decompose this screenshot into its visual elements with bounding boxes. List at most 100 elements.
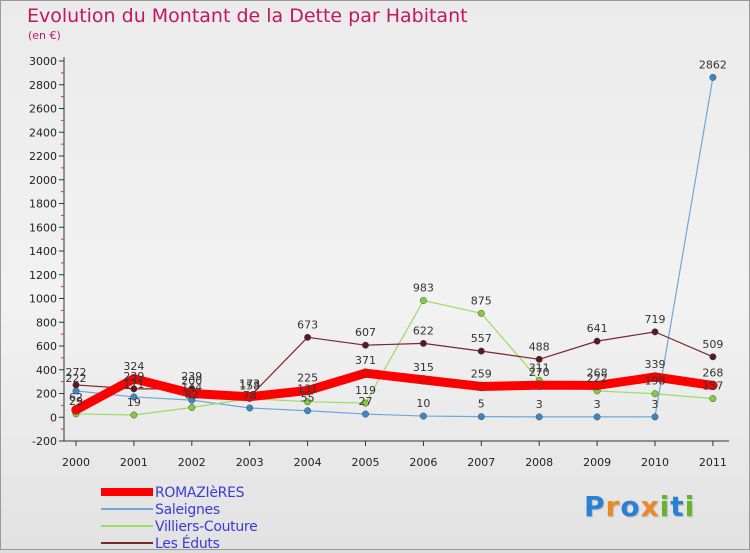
data-point bbox=[304, 398, 312, 406]
logo-letter: i bbox=[684, 490, 696, 523]
data-point bbox=[72, 381, 80, 389]
data-label: 222 bbox=[66, 372, 87, 385]
legend-label: Les Éduts bbox=[155, 536, 220, 552]
y-tick-label: 2400 bbox=[29, 126, 57, 139]
y-tick-label: 1800 bbox=[29, 198, 57, 211]
legend-swatch bbox=[101, 525, 153, 527]
data-label: 82 bbox=[185, 389, 199, 402]
data-point bbox=[362, 341, 369, 349]
y-tick-label: 1200 bbox=[29, 269, 57, 282]
data-label: 557 bbox=[471, 332, 492, 345]
data-label: 10 bbox=[416, 397, 430, 410]
x-tick-label: 2010 bbox=[641, 456, 669, 469]
y-tick-label: 400 bbox=[36, 364, 57, 377]
y-tick-label: 0 bbox=[50, 411, 57, 424]
legend-label: Saleignes bbox=[155, 502, 220, 518]
data-label: 259 bbox=[471, 367, 492, 380]
proxiti-logo: Proxiti bbox=[584, 490, 695, 523]
data-point bbox=[477, 309, 485, 317]
data-label: 198 bbox=[645, 375, 666, 388]
series-line bbox=[73, 368, 714, 414]
logo-letter: o bbox=[620, 490, 641, 523]
data-label: 641 bbox=[587, 322, 608, 335]
data-point bbox=[129, 374, 139, 384]
data-label: 315 bbox=[413, 361, 434, 374]
data-label: 29 bbox=[69, 395, 83, 408]
data-label: 62 bbox=[69, 391, 83, 404]
x-tick-label: 2001 bbox=[120, 456, 148, 469]
logo-letter: x bbox=[640, 490, 660, 523]
data-point bbox=[130, 411, 138, 419]
data-point bbox=[244, 391, 255, 402]
logo-letter: r bbox=[605, 490, 621, 523]
data-label: 55 bbox=[301, 392, 315, 405]
chart-subtitle: (en €) bbox=[28, 29, 61, 42]
data-label: 157 bbox=[702, 380, 723, 393]
data-point bbox=[651, 413, 659, 421]
x-tick-label: 2000 bbox=[62, 456, 90, 469]
data-label: 270 bbox=[529, 366, 550, 379]
x-tick-label: 2005 bbox=[352, 456, 380, 469]
data-label: 2862 bbox=[699, 58, 727, 71]
data-label: 158 bbox=[239, 379, 260, 392]
y-tick-label: 1600 bbox=[29, 221, 57, 234]
x-tick-label: 2008 bbox=[525, 456, 553, 469]
y-tick-label: 2800 bbox=[29, 79, 57, 92]
data-point bbox=[419, 412, 427, 420]
data-point bbox=[535, 413, 543, 421]
data-point bbox=[71, 405, 81, 415]
data-point bbox=[418, 375, 429, 385]
data-point bbox=[651, 328, 659, 336]
y-tick-label: 600 bbox=[36, 340, 57, 353]
data-label: 239 bbox=[123, 370, 144, 383]
data-label: 3 bbox=[652, 398, 659, 411]
y-tick-label: 3000 bbox=[29, 55, 57, 68]
data-label: 268 bbox=[702, 366, 723, 379]
data-label: 131 bbox=[297, 383, 318, 396]
data-point bbox=[593, 413, 601, 421]
logo-letter: i bbox=[659, 490, 671, 523]
legend-swatch bbox=[101, 488, 153, 496]
data-label: 19 bbox=[127, 396, 141, 409]
data-point bbox=[592, 380, 602, 391]
data-label: 173 bbox=[239, 378, 260, 391]
data-label: 272 bbox=[66, 366, 87, 379]
data-point bbox=[187, 388, 197, 399]
data-label: 3 bbox=[594, 398, 601, 411]
x-tick-label: 2004 bbox=[294, 456, 322, 469]
data-label: 27 bbox=[359, 395, 373, 408]
data-label: 5 bbox=[478, 398, 485, 411]
data-point bbox=[419, 297, 427, 304]
chart-axes: -200 0 200 400 600 800 1000 1200 1400 1600 1800 200… bbox=[29, 55, 729, 469]
data-point bbox=[708, 380, 718, 391]
data-point bbox=[246, 404, 254, 412]
y-tick-label: 200 bbox=[36, 388, 57, 401]
data-label: 509 bbox=[702, 338, 723, 351]
data-point bbox=[476, 381, 487, 392]
data-point bbox=[650, 372, 660, 382]
data-point bbox=[534, 380, 544, 390]
data-label: 339 bbox=[645, 358, 666, 371]
data-label: 488 bbox=[529, 340, 550, 353]
data-label: 673 bbox=[297, 318, 318, 331]
data-label: 324 bbox=[123, 360, 144, 373]
data-label: 144 bbox=[181, 381, 202, 394]
data-label: 875 bbox=[471, 294, 492, 307]
y-tick-label: 1400 bbox=[29, 245, 57, 258]
data-point bbox=[130, 385, 138, 393]
x-tick-label: 2003 bbox=[236, 456, 264, 469]
data-point bbox=[709, 73, 717, 81]
x-tick-label: 2006 bbox=[409, 456, 437, 469]
data-point bbox=[477, 413, 485, 421]
data-label: 607 bbox=[355, 326, 376, 339]
y-tick-label: 2600 bbox=[29, 103, 57, 116]
data-label: 622 bbox=[413, 324, 434, 337]
chart-title: Evolution du Montant de la Dette par Hab… bbox=[27, 5, 468, 27]
logo-letter: P bbox=[584, 490, 606, 523]
data-label: 239 bbox=[181, 370, 202, 383]
data-point bbox=[362, 410, 369, 418]
data-label: 3 bbox=[536, 398, 543, 411]
